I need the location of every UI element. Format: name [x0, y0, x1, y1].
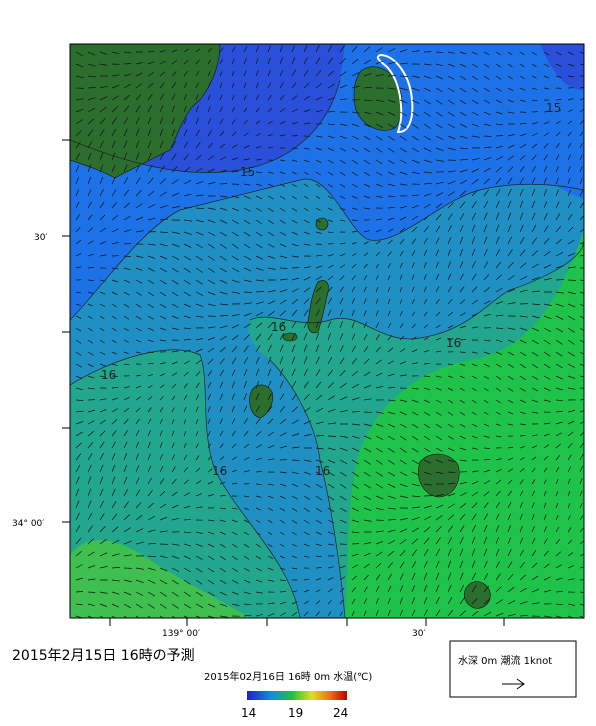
colorbar-label: 24	[333, 706, 348, 720]
current-arrows	[75, 44, 584, 618]
legend-box	[449, 640, 577, 698]
axis-label: 30′	[412, 629, 426, 639]
colorbar	[247, 691, 347, 700]
axis-label: 30′	[34, 233, 48, 243]
axis-label: 34° 00′	[12, 519, 44, 529]
map: 15 15 16 16 16 16 16	[70, 44, 584, 618]
ticks	[62, 139, 505, 626]
contour-label: 16	[446, 336, 461, 350]
contour-label: 16	[271, 320, 286, 334]
legend-text: 水深 0m 潮流 1knot	[458, 654, 552, 667]
contour-label: 15	[240, 165, 255, 179]
legend-arrow	[502, 678, 525, 690]
colorbar-label: 14	[241, 706, 256, 720]
contour-label: 16	[212, 464, 227, 478]
colorbar-label: 19	[288, 706, 303, 720]
axis-label: 139° 00′	[162, 629, 200, 639]
map-frame	[69, 43, 585, 619]
contour-label: 16	[315, 464, 330, 478]
contour-label: 16	[101, 368, 116, 382]
contour-label: 15	[546, 101, 561, 115]
caption: 2015年2月15日 16時の予測	[12, 648, 195, 664]
colorbar-title: 2015年02月16日 16時 0m 水温(℃)	[204, 670, 372, 683]
